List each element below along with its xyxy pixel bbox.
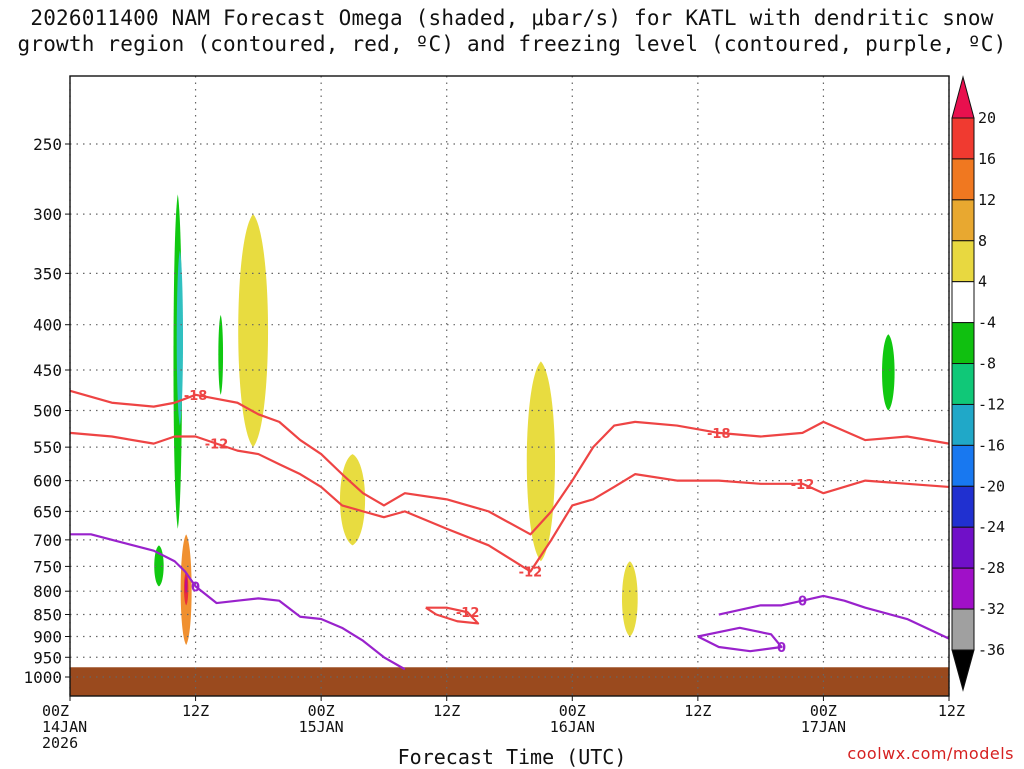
y-tick-label-250: 250 [33,135,62,154]
omega-region-1 [176,250,184,426]
colorbar-label-6: -8 [978,355,996,373]
x-tick-label-84-0: 12Z [938,702,965,720]
colorbar-label-2: 12 [978,191,996,209]
y-tick-label-700: 700 [33,531,62,550]
contour-freezing-loop-label-0: 0 [777,641,786,656]
x-tick-label-24-1: 15JAN [299,718,344,736]
y-tick-label-900: 900 [33,627,62,646]
ground-surface [70,667,949,696]
colorbar-label-11: -28 [978,559,1005,577]
x-tick-label-12-0: 12Z [182,702,209,720]
x-tick-label-48-0: 00Z [559,702,586,720]
omega-region-5 [238,214,269,448]
colorbar-label-1: 16 [978,150,996,168]
y-tick-label-950: 950 [33,648,62,667]
x-tick-label-72-1: 17JAN [801,718,846,736]
chart-title-line-1: 2026011400 NAM Forecast Omega (shaded, μ… [30,6,994,30]
colorbar-label-0: 20 [978,109,996,127]
omega-region-8 [621,561,638,637]
contour-minus18 [69,389,950,536]
contour-minus12-cell [425,606,480,625]
x-tick-label-60-0: 12Z [684,702,711,720]
contour-freezing-right [718,594,950,640]
colorbar-band-12 [951,567,975,610]
omega-core-magenta [184,576,188,594]
colorbar-band-10 [951,485,975,528]
contour-freezing [70,533,406,671]
y-tick-label-750: 750 [33,557,62,576]
colorbar-band-13 [951,608,975,651]
contour-minus12-label-1: -12 [519,565,543,580]
colorbar-label-8: -16 [978,436,1005,454]
x-tick-label-48-1: 16JAN [550,718,595,736]
colorbar-band-5 [951,281,975,324]
colorbar-band-8 [951,403,975,446]
x-tick-label-24-0: 00Z [308,702,335,720]
contour-minus18-label-0: -18 [184,389,208,404]
omega-region-7 [526,361,556,562]
chart-title-line-2: growth region (contoured, red, ºC) and f… [17,32,1007,56]
colorbar-label-7: -12 [978,395,1005,413]
site-credit[interactable]: coolwx.com/models [847,744,1014,763]
colorbar-band-11 [951,526,975,569]
colorbar-band-6 [951,322,975,365]
temperature-contours: -18 -18 -12 -12 -12 -12 0 0 0 [69,389,950,671]
omega-shading [154,194,895,645]
y-tick-label-400: 400 [33,316,62,335]
colorbar-band-1 [951,117,975,160]
y-tick-label-500: 500 [33,402,62,421]
y-tick-label-550: 550 [33,438,62,457]
colorbar-band-2 [951,158,975,201]
contour-freezing-right-label-0: 0 [798,595,807,610]
colorbar-label-13: -36 [978,641,1005,659]
colorbar-band-3 [951,199,975,242]
colorbar-label-3: 8 [978,232,987,250]
colorbar-label-10: -24 [978,518,1005,536]
contour-freezing-label-0: 0 [191,580,200,595]
y-tick-label-1000: 1000 [23,668,62,687]
colorbar-label-9: -20 [978,477,1005,495]
colorbar-band-9 [951,444,975,487]
contour-minus12-label-2: -12 [791,478,815,493]
colorbar-label-5: -4 [978,314,996,332]
colorbar-label-4: 4 [978,273,987,291]
colorbar: 20 16 12 8 4 -4 -8 -12 -16 -20 -24 -28 -32 -36 [951,75,1005,692]
colorbar-band-4 [951,240,975,283]
x-tick-label-0-0: 00Z [42,702,69,720]
y-tick-label-350: 350 [33,264,62,283]
y-tick-label-300: 300 [33,205,62,224]
colorbar-top-arrow [951,75,975,119]
y-tick-label-850: 850 [33,606,62,625]
colorbar-bottom-arrow [951,649,975,692]
contour-freezing-loop [697,626,783,653]
contour-minus12-label-0: -12 [205,438,229,453]
x-tick-label-0-1: 14JAN [42,718,87,736]
omega-region-6 [339,454,366,546]
y-axis: 250 300 350 400 450 500 550 600 650 700 750 800 850 9… [23,135,70,687]
omega-region-2 [218,314,224,395]
x-axis-label: Forecast Time (UTC) [397,745,627,769]
omega-region-4 [882,334,895,411]
contour-minus12 [69,431,950,573]
x-tick-label-0-2: 2026 [42,734,78,752]
x-tick-label-72-0: 00Z [810,702,837,720]
y-tick-label-450: 450 [33,361,62,380]
y-tick-label-650: 650 [33,502,62,521]
y-tick-label-800: 800 [33,582,62,601]
grid-lines [69,76,950,696]
y-tick-label-600: 600 [33,472,62,491]
plot-frame [69,75,950,697]
contour-minus18-label-1: -18 [707,427,731,442]
colorbar-band-7 [951,363,975,405]
x-tick-label-36-0: 12Z [433,702,460,720]
colorbar-label-12: -32 [978,600,1005,618]
contour-minus12-cell-label-0: -12 [456,606,480,621]
